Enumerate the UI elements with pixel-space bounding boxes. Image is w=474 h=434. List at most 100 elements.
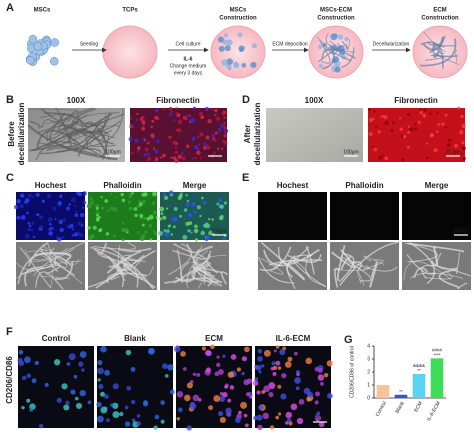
- texture-dot: [141, 126, 146, 131]
- texture-dot: [223, 116, 226, 119]
- texture-dot: [294, 377, 301, 384]
- texture-dot: [26, 373, 32, 378]
- panel-letter: F: [6, 326, 13, 338]
- texture-dot: [29, 407, 34, 412]
- texture-dot: [222, 354, 226, 358]
- texture-dot: [417, 120, 421, 124]
- texture-dot: [375, 125, 378, 128]
- texture-dot: [150, 125, 153, 129]
- texture-dot: [315, 391, 320, 397]
- texture-dot: [114, 196, 117, 199]
- texture-dot: [196, 150, 199, 154]
- texture-dot: [414, 122, 417, 125]
- texture-dot: [163, 195, 169, 201]
- texture-dot: [368, 117, 374, 123]
- texture-dot: [243, 379, 250, 386]
- texture-dot: [184, 394, 191, 402]
- texture-dot: [68, 353, 76, 361]
- fiber: [46, 147, 98, 156]
- texture-dot: [181, 156, 186, 161]
- texture-dot: [216, 362, 221, 368]
- column-label: Control: [42, 334, 70, 343]
- texture-dot: [112, 402, 119, 409]
- fiber: [420, 41, 444, 69]
- fiber: [35, 141, 106, 161]
- texture-dot: [98, 228, 102, 233]
- y-tick-label: 1: [367, 382, 370, 388]
- fiber: [457, 282, 468, 290]
- fiber: [340, 47, 355, 69]
- panel-letter: B: [6, 94, 14, 106]
- arrow-label: IL-6: [184, 56, 193, 62]
- texture-dot: [285, 421, 289, 425]
- texture-dot: [174, 150, 179, 154]
- texture-dot: [220, 123, 224, 128]
- texture-dot: [100, 406, 108, 414]
- texture-dot: [152, 191, 157, 197]
- fiber: [258, 256, 295, 284]
- texture-dot: [131, 418, 136, 423]
- texture-dot: [201, 196, 204, 200]
- texture-dot: [82, 206, 85, 209]
- fiber: [404, 242, 438, 263]
- texture-dot: [13, 205, 19, 210]
- column-label: Blank: [124, 334, 146, 343]
- step-label: MSCs-ECM: [320, 8, 352, 14]
- texture-dot: [196, 205, 201, 210]
- texture-dot: [277, 366, 282, 370]
- fiber: [66, 125, 120, 144]
- side-label: decellularization: [253, 103, 262, 166]
- fiber: [268, 259, 323, 266]
- texture-dot: [89, 200, 95, 205]
- texture-dot: [430, 133, 435, 137]
- texture-dot: [92, 225, 97, 230]
- texture-dot: [105, 232, 110, 236]
- fiber: [38, 125, 43, 129]
- texture-dot: [187, 229, 191, 233]
- texture-dot: [21, 405, 25, 410]
- texture-dot: [183, 217, 186, 220]
- x-tick-label: Blank: [394, 400, 406, 414]
- texture-dot: [134, 213, 138, 218]
- side-label: After: [243, 125, 252, 144]
- fiber: [92, 242, 136, 250]
- fiber: [334, 267, 341, 288]
- fiber: [331, 249, 356, 269]
- scale-bar-label: 50μm: [314, 415, 327, 421]
- texture-dot: [191, 136, 196, 142]
- texture-dot: [21, 375, 27, 381]
- fiber: [362, 259, 384, 270]
- texture-dot: [197, 143, 200, 146]
- texture-dot: [253, 415, 258, 421]
- cell: [50, 38, 60, 47]
- step-label: MSCs: [34, 8, 51, 14]
- texture-dot: [384, 156, 389, 161]
- texture-dot: [218, 198, 223, 203]
- texture-dot: [225, 407, 232, 415]
- texture-dot: [202, 200, 207, 205]
- texture-dot: [186, 199, 190, 203]
- texture-dot: [109, 206, 114, 211]
- arrow-label: every 3 days: [174, 70, 203, 76]
- texture-dot: [86, 203, 92, 209]
- texture-dot: [79, 351, 87, 358]
- texture-dot: [16, 215, 21, 220]
- texture-dot: [199, 132, 204, 137]
- texture-dot: [275, 415, 280, 420]
- texture-dot: [307, 391, 314, 398]
- panel-letter: G: [344, 334, 353, 346]
- bar: [412, 373, 426, 398]
- texture-dot: [208, 218, 211, 221]
- texture-dot: [223, 201, 228, 205]
- fiber: [321, 48, 356, 60]
- fiber: [39, 113, 73, 123]
- texture-dot: [218, 411, 224, 417]
- texture-dot: [179, 214, 183, 218]
- texture-dot: [224, 385, 228, 389]
- texture-dot: [185, 221, 190, 226]
- texture-dot: [219, 204, 224, 209]
- y-tick-label: 0: [367, 395, 370, 401]
- texture-dot: [174, 345, 181, 353]
- fiber: [96, 242, 108, 256]
- texture-dot: [73, 204, 77, 208]
